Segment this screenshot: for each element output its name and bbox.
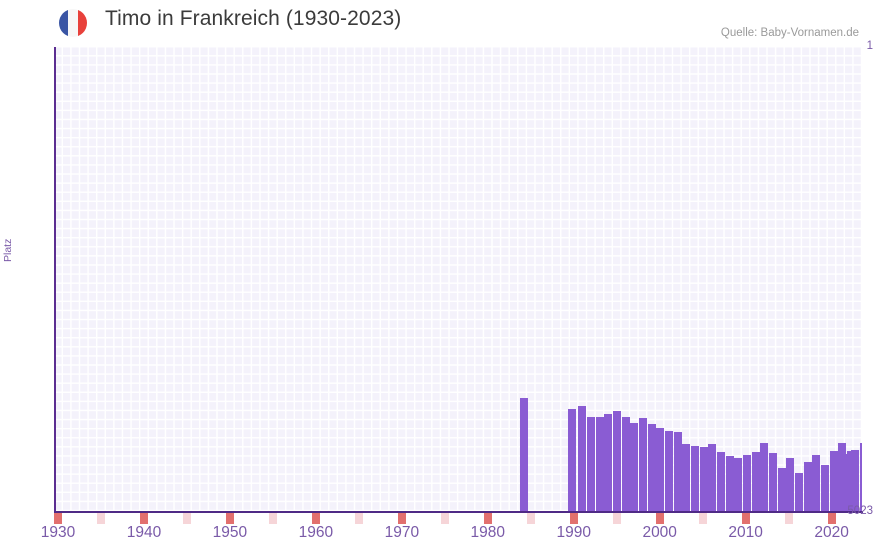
bar bbox=[682, 444, 690, 512]
bar bbox=[648, 424, 656, 512]
flag-stripe-red bbox=[77, 9, 87, 37]
grid-lines bbox=[54, 47, 862, 512]
x-axis-label: 1980 bbox=[470, 524, 506, 541]
bar-series bbox=[54, 47, 862, 512]
bar bbox=[830, 451, 838, 512]
bar bbox=[734, 458, 742, 512]
bar bbox=[587, 417, 595, 512]
x-tick-major bbox=[54, 513, 62, 524]
bar bbox=[726, 456, 734, 512]
x-axis-label: 1970 bbox=[384, 524, 420, 541]
plot-area bbox=[54, 47, 862, 512]
bar bbox=[760, 443, 768, 512]
x-tick-major bbox=[483, 513, 492, 524]
bar bbox=[752, 452, 760, 512]
chart-title: Timo in Frankreich (1930-2023) bbox=[105, 7, 402, 30]
x-tick-minor bbox=[96, 513, 105, 524]
bar bbox=[691, 446, 699, 512]
x-axis-label: 2020 bbox=[814, 524, 849, 541]
x-tick-major bbox=[397, 513, 406, 524]
bar bbox=[596, 417, 604, 512]
bar bbox=[860, 443, 862, 512]
x-tick-minor bbox=[182, 513, 191, 524]
bar bbox=[568, 409, 576, 512]
x-tick-minor bbox=[612, 513, 621, 524]
bar bbox=[778, 468, 786, 512]
flag-stripe-white bbox=[68, 9, 78, 37]
bar bbox=[630, 423, 638, 512]
bar bbox=[795, 473, 803, 512]
x-tick-minor bbox=[268, 513, 277, 524]
x-tick-major bbox=[311, 513, 320, 524]
bar bbox=[700, 447, 708, 512]
x-tick-minor bbox=[440, 513, 449, 524]
x-axis-line bbox=[54, 511, 863, 513]
bar bbox=[717, 452, 725, 512]
y-axis-label-bottom: 5023 bbox=[847, 505, 873, 517]
x-tick-minor bbox=[526, 513, 535, 524]
flag-france-icon bbox=[59, 9, 87, 37]
y-axis-line bbox=[54, 47, 56, 513]
bar bbox=[604, 414, 612, 512]
chart-header: Timo in Frankreich (1930-2023) Quelle: B… bbox=[0, 0, 873, 47]
bar bbox=[786, 458, 794, 512]
bar bbox=[842, 454, 850, 512]
x-tick-minor bbox=[784, 513, 793, 524]
x-axis-label: 2000 bbox=[642, 524, 677, 541]
x-axis-label: 1930 bbox=[40, 524, 76, 541]
y-axis-title: Platz bbox=[2, 238, 14, 262]
x-axis-label: 1940 bbox=[126, 524, 162, 541]
bar bbox=[851, 450, 859, 512]
x-axis-label: 1990 bbox=[556, 524, 591, 541]
bar bbox=[520, 398, 528, 512]
bar bbox=[674, 432, 682, 512]
x-tick-minor bbox=[354, 513, 363, 524]
bar bbox=[743, 455, 751, 512]
y-axis-label-top: 1 bbox=[866, 40, 873, 52]
bar bbox=[639, 418, 647, 512]
x-axis-label: 1960 bbox=[298, 524, 334, 541]
x-axis-ticks bbox=[54, 513, 863, 524]
x-axis-label: 1950 bbox=[212, 524, 248, 541]
x-tick-major bbox=[569, 513, 578, 524]
x-tick-major bbox=[741, 513, 750, 524]
source-attribution: Quelle: Baby-Vornamen.de bbox=[720, 27, 859, 39]
bar bbox=[821, 465, 829, 512]
x-tick-minor bbox=[698, 513, 707, 524]
bar bbox=[812, 455, 820, 512]
x-axis-label: 2010 bbox=[728, 524, 763, 541]
x-tick-major bbox=[827, 513, 836, 524]
bar bbox=[665, 431, 673, 512]
x-tick-major bbox=[225, 513, 234, 524]
flag-stripe-blue bbox=[59, 9, 69, 37]
bar bbox=[656, 428, 664, 512]
x-tick-major bbox=[655, 513, 664, 524]
bar bbox=[613, 411, 621, 512]
bar bbox=[622, 417, 630, 512]
bar bbox=[769, 453, 777, 512]
bar bbox=[804, 462, 812, 512]
x-tick-major bbox=[139, 513, 148, 524]
bar bbox=[578, 406, 586, 512]
bar bbox=[708, 444, 716, 512]
